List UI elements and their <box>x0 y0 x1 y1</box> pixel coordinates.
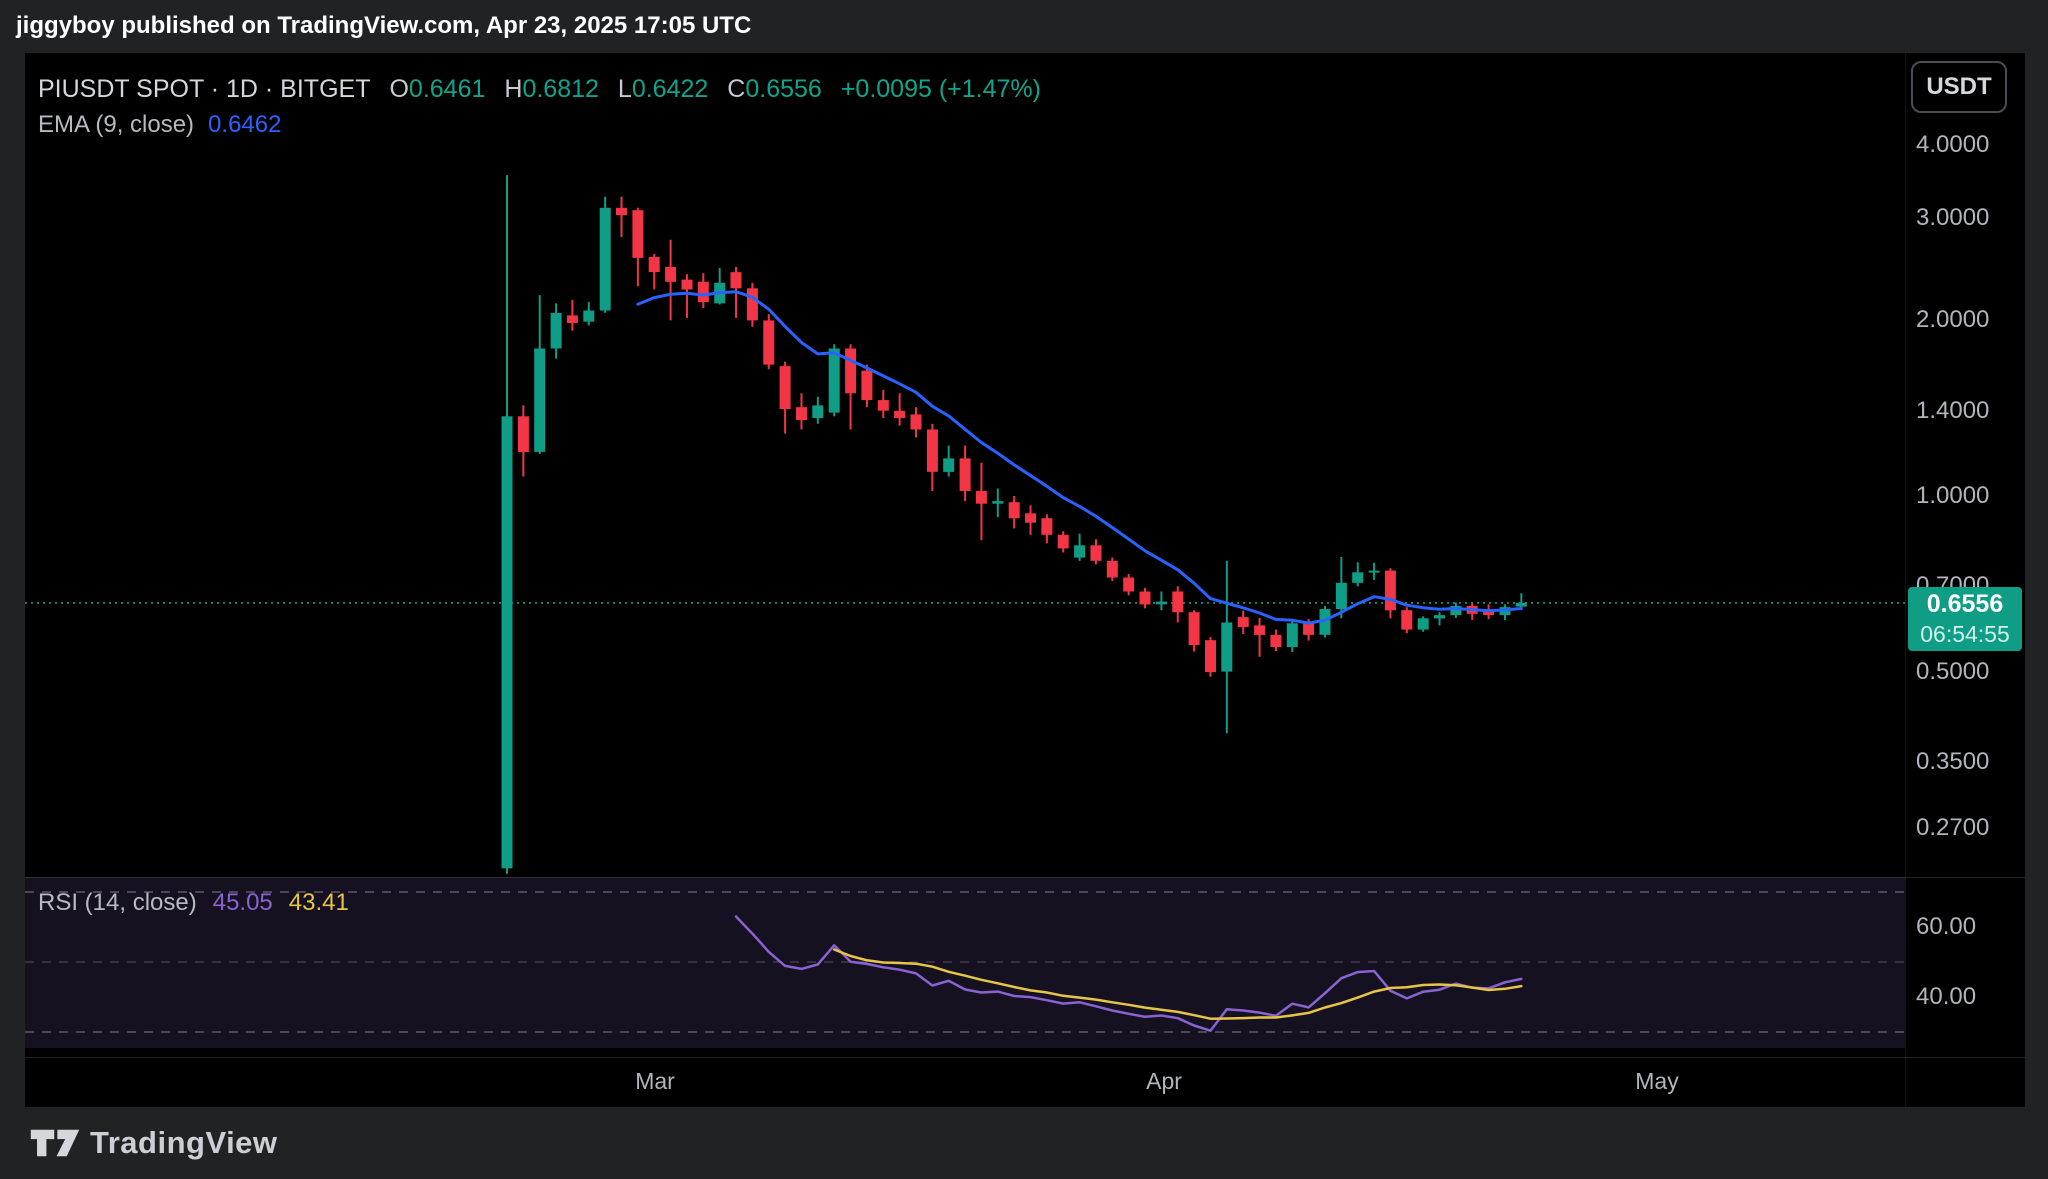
price-tick-4.0000: 4.0000 <box>1916 130 1990 158</box>
tradingview-logo-icon <box>30 1129 80 1157</box>
ohlc-low: L0.6422 <box>617 74 709 103</box>
ohlc-open: O0.6461 <box>389 74 486 103</box>
ohlc-close: C0.6556 <box>727 74 822 103</box>
price-change: +0.0095 (+1.47%) <box>840 74 1041 103</box>
bar-countdown: 06:54:55 <box>1920 621 2010 647</box>
footer-bar: TradingView <box>0 1107 2048 1179</box>
tradingview-brand-text: TradingView <box>90 1125 278 1160</box>
symbol-legend: PIUSDT SPOT · 1D · BITGET O0.6461 H0.681… <box>38 74 1041 104</box>
currency-toggle-button[interactable]: USDT <box>1911 61 2007 113</box>
month-label-May: May <box>1635 1068 1679 1094</box>
price-tick-1.4000: 1.4000 <box>1916 396 1990 424</box>
last-price-badge: 0.6556 06:54:55 <box>1908 587 2022 651</box>
rsi-pane-background <box>25 877 1905 1048</box>
month-label-Apr: Apr <box>1146 1068 1182 1094</box>
price-tick-2.0000: 2.0000 <box>1916 306 1990 334</box>
price-axis-separator <box>1905 53 1906 1107</box>
last-price: 0.6556 <box>1926 590 2004 618</box>
price-tick-1.0000: 1.0000 <box>1916 482 1990 509</box>
rsi-ma-line <box>832 948 1523 1020</box>
time-axis-separator <box>25 1057 2025 1058</box>
price-tick-0.3500: 0.3500 <box>1916 747 1990 775</box>
publish-banner: jiggyboy published on TradingView.com, A… <box>16 12 752 39</box>
rsi-value: 45.05 <box>212 889 273 916</box>
symbol-title: PIUSDT SPOT · 1D · BITGET <box>38 74 371 103</box>
price-tick-0.5000: 0.5000 <box>1916 657 1990 685</box>
rsi-legend: RSI (14, close) 45.05 43.41 <box>38 889 349 917</box>
pane-separator <box>25 877 2025 878</box>
rsi-line <box>734 915 1523 1032</box>
ema-label: EMA (9, close) <box>38 111 195 138</box>
price-tick-0.2700: 0.2700 <box>1916 813 1990 841</box>
ema-value: 0.6462 <box>208 111 282 138</box>
rsi-label: RSI (14, close) <box>38 889 197 916</box>
rsi-tick-40.00: 40.00 <box>1916 983 1977 1010</box>
ohlc-high: H0.6812 <box>504 74 599 103</box>
rsi-ma-value: 43.41 <box>288 889 349 916</box>
rsi-tick-60.00: 60.00 <box>1916 913 1977 940</box>
month-label-Mar: Mar <box>635 1068 675 1094</box>
price-tick-3.0000: 3.0000 <box>1916 203 1990 231</box>
candles-series <box>501 175 1527 874</box>
ema-line <box>636 290 1523 625</box>
ema-legend: EMA (9, close) 0.6462 <box>38 111 281 139</box>
